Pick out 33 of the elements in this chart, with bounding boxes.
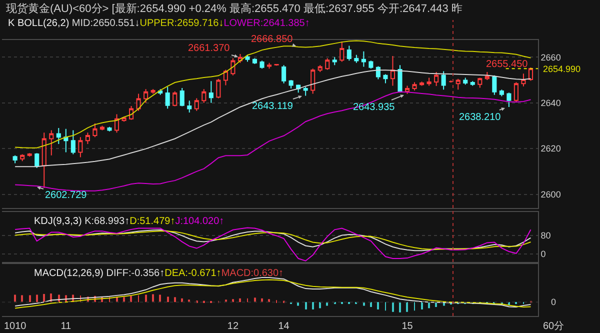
y-tick-label: 2660 <box>540 52 561 62</box>
y-tick-label: 2620 <box>540 144 561 154</box>
chart-title: KDJ(9,3,3) <box>34 216 82 227</box>
chart-title: MACD(12,26,9) <box>34 268 104 279</box>
annotation: 2602.729 <box>45 190 88 201</box>
x-tick-label: 1010 <box>4 321 27 332</box>
annotation: 2666.850 <box>251 34 294 45</box>
text: MACD:0.630↑ <box>221 268 284 279</box>
series-label: D:51.479↑ <box>130 216 176 227</box>
annotation: 2643.119 <box>252 101 294 112</box>
annotation: 2638.210 <box>459 112 502 123</box>
y-tick-label: 80 <box>540 230 551 240</box>
chart-title: 现货黄金(AU)<60分> [最新:2654.990 +0.24% 最高:2655.470 最低:2637.955 今开:2647.443 昨 <box>6 2 462 15</box>
text: MID:2650.551↓ <box>72 18 140 29</box>
text: LOWER:2641.385↑ <box>224 18 310 29</box>
series-label: DEA:-0.671↑ <box>164 268 222 279</box>
ref-line-label: 2654.990 <box>543 64 581 74</box>
annotation: 2661.370 <box>188 43 230 54</box>
series-label: J:104.020↑ <box>175 216 224 227</box>
series-label: DIFF:-0.356↑ <box>106 268 165 279</box>
x-tick-label: 12 <box>227 321 239 332</box>
x-tick-label: 15 <box>402 321 414 332</box>
y-tick-label: 2600 <box>540 189 561 200</box>
x-tick-label: 14 <box>278 321 290 332</box>
text: UPPER:2659.716↓ <box>140 18 224 29</box>
y-tick-label: 0 <box>540 249 546 260</box>
x-tick-label: 11 <box>60 321 72 332</box>
annotation: 2655.450 <box>486 59 528 70</box>
y-tick-label: 2640 <box>540 98 561 108</box>
series-label: K:68.993↑ <box>84 216 130 227</box>
chart-subtitle: K BOLL(26,2) <box>8 18 70 29</box>
annotation: 2643.935 <box>353 102 396 113</box>
text: 60分 <box>543 320 564 332</box>
